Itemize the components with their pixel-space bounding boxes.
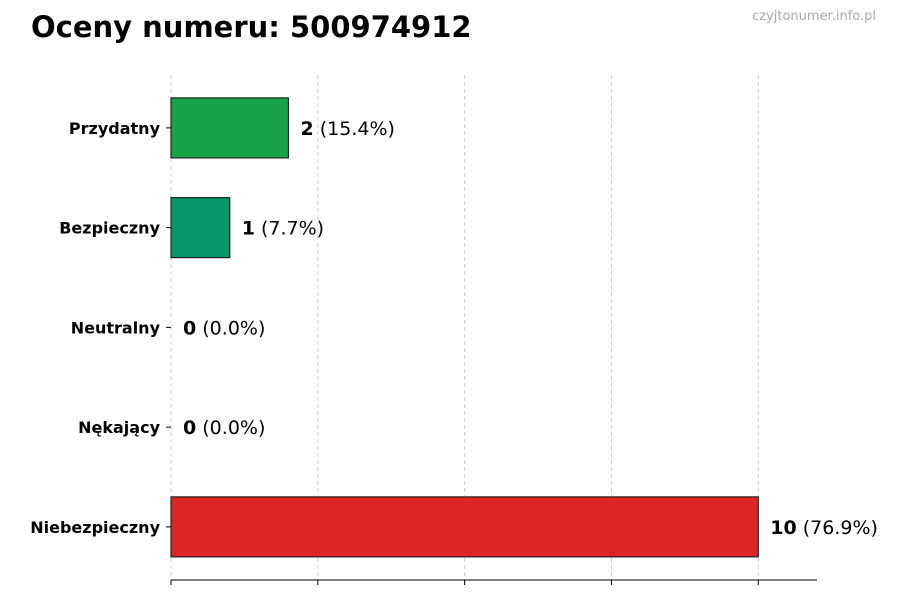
category-label: Bezpieczny [59, 219, 160, 238]
bar [170, 97, 290, 159]
category-label: Neutralny [71, 318, 161, 337]
value-percent: (15.4%) [314, 118, 395, 140]
category-label: Przydatny [69, 119, 161, 138]
value-label: 1 (7.7%) [242, 218, 324, 240]
value-count: 1 [242, 218, 255, 240]
value-label: 10 (76.9%) [770, 517, 878, 539]
value-label: 0 (0.0%) [183, 417, 265, 439]
value-percent: (0.0%) [196, 317, 265, 339]
value-count: 2 [300, 118, 313, 140]
value-percent: (76.9%) [797, 517, 878, 539]
value-count: 0 [183, 317, 196, 339]
value-count: 0 [183, 417, 196, 439]
watermark: czyjtonumer.info.pl [752, 9, 876, 24]
value-count: 10 [770, 517, 796, 539]
value-percent: (0.0%) [196, 417, 265, 439]
value-percent: (7.7%) [255, 218, 324, 240]
value-label: 0 (0.0%) [183, 317, 265, 339]
category-label: Nękający [78, 418, 160, 437]
bar [170, 496, 759, 558]
bar [170, 197, 231, 259]
value-label: 2 (15.4%) [300, 118, 394, 140]
chart-title: Oceny numeru: 500974912 [31, 10, 472, 44]
category-label: Niebezpieczny [30, 518, 160, 537]
